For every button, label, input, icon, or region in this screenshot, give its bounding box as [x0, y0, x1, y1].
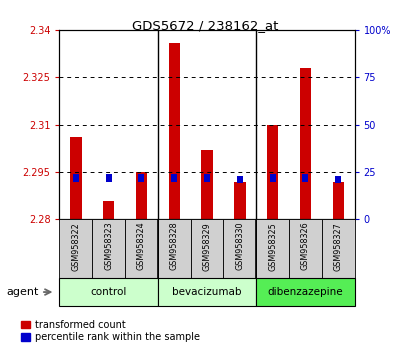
FancyBboxPatch shape: [92, 219, 125, 278]
FancyBboxPatch shape: [321, 219, 354, 278]
Bar: [204, 174, 209, 182]
Bar: [335, 176, 340, 183]
Bar: [302, 174, 308, 182]
Text: GSM958324: GSM958324: [137, 222, 146, 270]
Bar: [201, 150, 212, 219]
FancyBboxPatch shape: [256, 278, 354, 306]
Text: bevacizumab: bevacizumab: [172, 287, 241, 297]
Legend: transformed count, percentile rank within the sample: transformed count, percentile rank withi…: [21, 320, 199, 342]
Text: GSM958327: GSM958327: [333, 222, 342, 270]
Text: agent: agent: [6, 287, 38, 297]
Bar: [234, 182, 245, 219]
Bar: [138, 174, 144, 182]
Bar: [171, 174, 177, 182]
Bar: [106, 174, 111, 182]
Text: GSM958328: GSM958328: [169, 222, 178, 270]
FancyBboxPatch shape: [223, 219, 256, 278]
Bar: [269, 174, 275, 182]
Bar: [236, 176, 242, 183]
FancyBboxPatch shape: [125, 219, 157, 278]
Bar: [168, 43, 180, 219]
Text: GSM958326: GSM958326: [300, 222, 309, 270]
FancyBboxPatch shape: [157, 219, 190, 278]
Text: control: control: [90, 287, 126, 297]
FancyBboxPatch shape: [256, 219, 288, 278]
Text: GSM958329: GSM958329: [202, 222, 211, 270]
Text: GDS5672 / 238162_at: GDS5672 / 238162_at: [131, 19, 278, 33]
FancyBboxPatch shape: [190, 219, 223, 278]
Text: GSM958325: GSM958325: [267, 222, 276, 270]
FancyBboxPatch shape: [59, 219, 92, 278]
Bar: [332, 182, 343, 219]
Text: dibenzazepine: dibenzazepine: [267, 287, 342, 297]
Text: GSM958330: GSM958330: [235, 222, 244, 270]
Text: GSM958323: GSM958323: [104, 222, 113, 270]
Bar: [70, 137, 81, 219]
Bar: [299, 68, 310, 219]
Text: GSM958322: GSM958322: [71, 222, 80, 270]
Bar: [103, 200, 114, 219]
Bar: [73, 174, 79, 182]
FancyBboxPatch shape: [157, 278, 256, 306]
FancyBboxPatch shape: [288, 219, 321, 278]
Bar: [135, 172, 147, 219]
FancyBboxPatch shape: [59, 278, 157, 306]
Bar: [266, 125, 278, 219]
